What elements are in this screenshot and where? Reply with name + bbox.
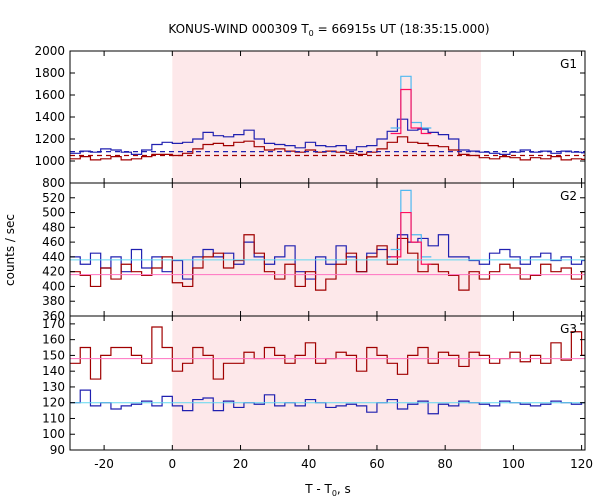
x-tick-label: 60 <box>369 457 384 471</box>
y-tick-label: 480 <box>42 220 65 234</box>
y-tick-label: 1400 <box>34 110 65 124</box>
y-tick-label: 380 <box>42 294 65 308</box>
series-dark_red <box>70 136 585 161</box>
series-group <box>70 189 585 291</box>
y-tick-label: 420 <box>42 265 65 279</box>
series-dark_red <box>70 234 585 291</box>
y-tick-label: 160 <box>42 333 65 347</box>
chart-title: KONUS-WIND 000309 T0 = 66915s UT (18:35:… <box>168 22 489 38</box>
series-group <box>70 75 585 161</box>
y-tick-label: 1600 <box>34 88 65 102</box>
series-dark_blue <box>70 118 585 155</box>
panel-g1: 800 1000 1200 1400 1600 1800 2000 G1 <box>34 44 586 190</box>
y-tick-label: 100 <box>42 427 65 441</box>
y-tick-label: 440 <box>42 250 65 264</box>
y-axis-label: counts / sec <box>3 214 17 286</box>
x-tick-label: 0 <box>168 457 176 471</box>
panel-frame <box>69 315 586 451</box>
y-tick-label: 360 <box>42 309 65 323</box>
background-interval <box>172 183 481 316</box>
background-interval <box>172 51 481 183</box>
plot-area: 800100012001400160018002000G136038040042… <box>34 44 593 471</box>
x-tick-label: 100 <box>502 457 525 471</box>
y-tick-label: 90 <box>50 443 65 457</box>
x-tick-label: 120 <box>570 457 593 471</box>
x-axis-label: T - T0, s <box>304 482 351 498</box>
x-tick-label: 20 <box>233 457 248 471</box>
series-dark_blue <box>70 234 585 280</box>
series-light_red <box>390 211 432 265</box>
y-tick-label: 460 <box>42 235 65 249</box>
panel-label: G1 <box>560 57 577 71</box>
y-tick-label: 120 <box>42 396 65 410</box>
y-tick-label: 1800 <box>34 66 65 80</box>
y-tick-label: 500 <box>42 206 65 220</box>
x-tick-label: 80 <box>438 457 453 471</box>
y-tick-label: 800 <box>42 176 65 190</box>
y-tick-label: 170 <box>42 317 65 331</box>
panel-label: G2 <box>560 189 577 203</box>
y-tick-label: 1200 <box>34 132 65 146</box>
y-tick-label: 520 <box>42 191 65 205</box>
series-dark_blue <box>70 389 585 415</box>
x-tick-label: 40 <box>301 457 316 471</box>
y-tick-label: 1000 <box>34 154 65 168</box>
series-light_red <box>390 88 432 135</box>
background-interval <box>172 316 481 450</box>
series-group <box>70 326 585 415</box>
y-tick-label: 140 <box>42 364 65 378</box>
y-tick-label: 150 <box>42 348 65 362</box>
y-tick-label: 110 <box>42 411 65 425</box>
x-tick-label: -20 <box>94 457 114 471</box>
y-tick-label: 2000 <box>34 44 65 58</box>
y-tick-label: 400 <box>42 279 65 293</box>
y-tick-label: 130 <box>42 380 65 394</box>
panel-label: G3 <box>560 322 577 336</box>
